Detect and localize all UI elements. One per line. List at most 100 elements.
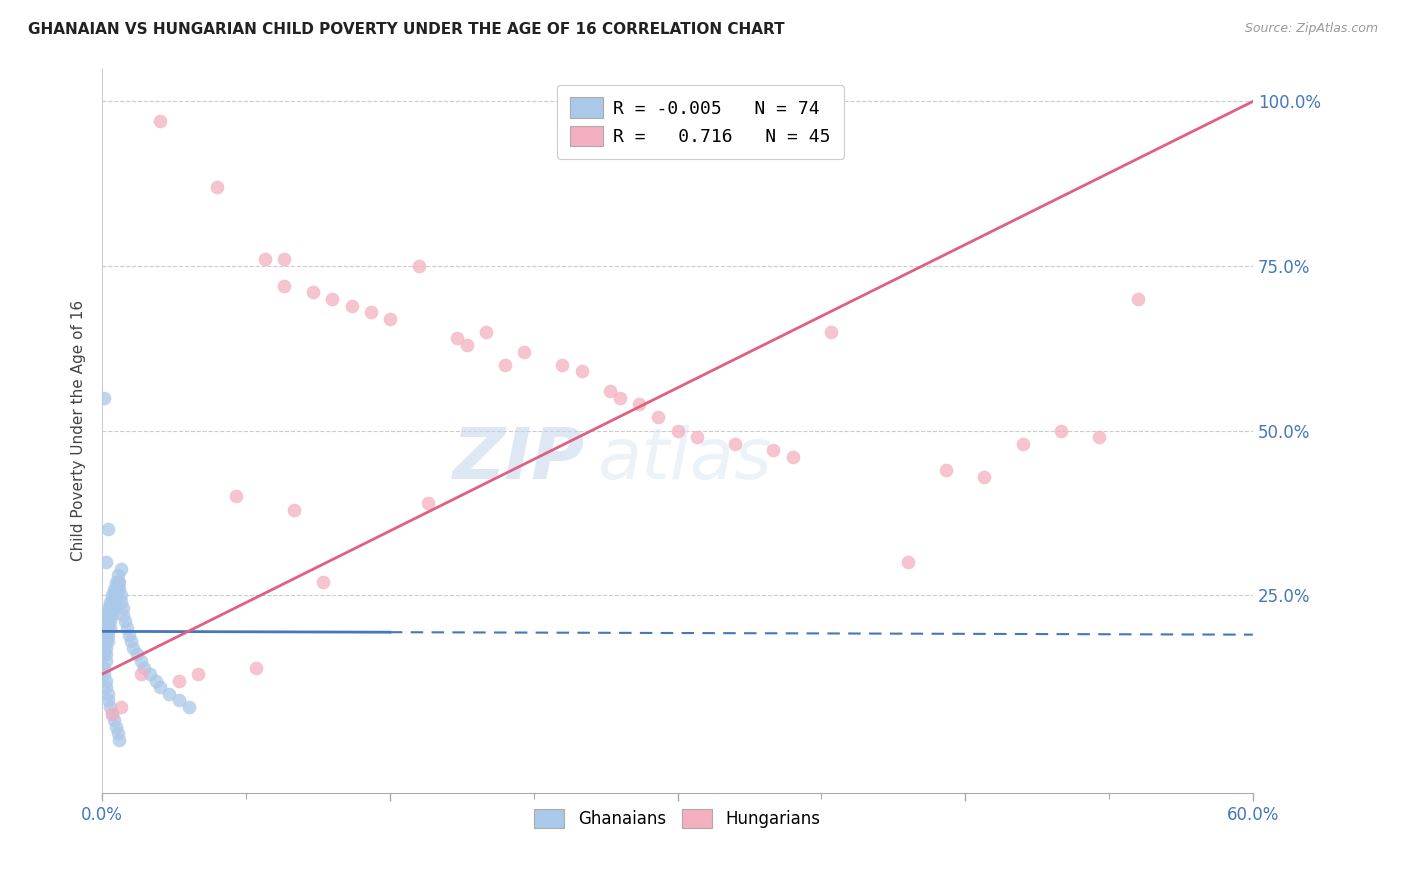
Point: [97, 687, 120, 701]
Point: [103, 582, 125, 596]
Text: GHANAIAN VS HUNGARIAN CHILD POVERTY UNDER THE AGE OF 16 CORRELATION CHART: GHANAIAN VS HUNGARIAN CHILD POVERTY UNDE…: [28, 22, 785, 37]
Point: [145, 673, 167, 688]
Point: [107, 568, 129, 582]
Point: [94, 615, 117, 629]
Point: [551, 358, 574, 372]
Point: [94, 640, 117, 655]
Point: [104, 574, 127, 589]
Point: [474, 325, 496, 339]
Point: [94, 607, 117, 622]
Point: [273, 278, 295, 293]
Point: [104, 588, 127, 602]
Point: [94, 634, 117, 648]
Point: [134, 660, 156, 674]
Point: [98, 615, 121, 629]
Point: [446, 331, 468, 345]
Point: [94, 681, 117, 695]
Point: [599, 384, 621, 398]
Point: [101, 588, 124, 602]
Point: [107, 582, 129, 596]
Point: [98, 621, 121, 635]
Point: [104, 720, 127, 734]
Point: [456, 338, 478, 352]
Point: [149, 681, 172, 695]
Point: [122, 640, 145, 655]
Point: [97, 634, 120, 648]
Point: [283, 502, 305, 516]
Point: [115, 621, 138, 635]
Point: [112, 601, 135, 615]
Point: [820, 325, 842, 339]
Point: [94, 673, 117, 688]
Point: [103, 601, 125, 615]
Point: [110, 562, 132, 576]
Point: [94, 628, 117, 642]
Point: [1011, 436, 1033, 450]
Point: [103, 713, 125, 727]
Point: [98, 601, 121, 615]
Point: [98, 595, 121, 609]
Point: [724, 436, 747, 450]
Point: [93, 660, 115, 674]
Point: [408, 259, 430, 273]
Point: [101, 706, 124, 721]
Y-axis label: Child Poverty Under the Age of 16: Child Poverty Under the Age of 16: [72, 300, 86, 561]
Point: [94, 555, 117, 569]
Point: [93, 640, 115, 655]
Point: [609, 391, 631, 405]
Point: [1088, 430, 1111, 444]
Point: [107, 574, 129, 589]
Point: [118, 628, 141, 642]
Point: [97, 522, 120, 536]
Point: [101, 607, 124, 622]
Point: [129, 667, 152, 681]
Point: [571, 364, 593, 378]
Point: [935, 463, 957, 477]
Point: [112, 607, 135, 622]
Point: [321, 292, 343, 306]
Point: [129, 654, 152, 668]
Point: [418, 496, 440, 510]
Point: [897, 555, 920, 569]
Point: [110, 588, 132, 602]
Point: [114, 615, 136, 629]
Text: Source: ZipAtlas.com: Source: ZipAtlas.com: [1244, 22, 1378, 36]
Point: [94, 621, 117, 635]
Point: [94, 654, 117, 668]
Point: [97, 607, 120, 622]
Point: [108, 574, 131, 589]
Point: [103, 595, 125, 609]
Point: [167, 693, 190, 707]
Point: [108, 733, 131, 747]
Legend: Ghanaians, Hungarians: Ghanaians, Hungarians: [527, 803, 827, 835]
Point: [254, 252, 277, 267]
Point: [1050, 424, 1073, 438]
Point: [302, 285, 325, 300]
Point: [312, 574, 335, 589]
Point: [973, 469, 995, 483]
Point: [666, 424, 689, 438]
Point: [782, 450, 804, 464]
Point: [108, 582, 131, 596]
Point: [93, 667, 115, 681]
Point: [93, 634, 115, 648]
Point: [120, 634, 142, 648]
Point: [628, 397, 651, 411]
Point: [513, 344, 536, 359]
Point: [101, 706, 124, 721]
Point: [93, 628, 115, 642]
Point: [378, 311, 401, 326]
Point: [101, 595, 124, 609]
Point: [107, 726, 129, 740]
Point: [97, 693, 120, 707]
Point: [93, 648, 115, 662]
Point: [97, 628, 120, 642]
Point: [93, 621, 115, 635]
Point: [273, 252, 295, 267]
Point: [245, 660, 267, 674]
Text: atlas: atlas: [598, 425, 772, 494]
Point: [97, 621, 120, 635]
Point: [93, 391, 115, 405]
Point: [360, 305, 382, 319]
Point: [139, 667, 162, 681]
